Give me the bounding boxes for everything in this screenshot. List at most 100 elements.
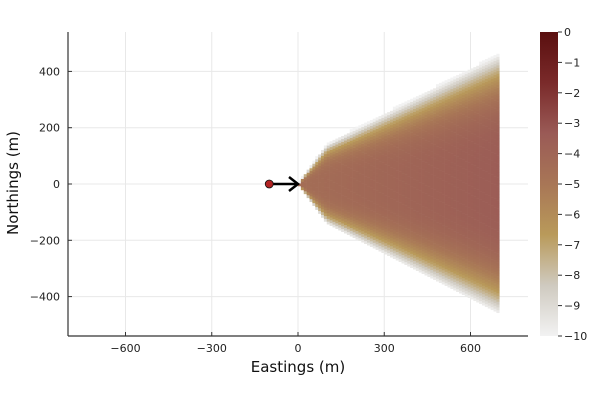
heatmap-cell: [447, 132, 451, 136]
heatmap-cell: [349, 224, 353, 229]
heatmap-cell: [424, 249, 428, 253]
heatmap-cell: [473, 117, 477, 121]
heatmap-cell: [464, 273, 468, 277]
heatmap-cell: [323, 156, 328, 160]
heatmap-cell: [467, 266, 471, 270]
heatmap-cell: [344, 230, 348, 234]
heatmap-cell: [358, 220, 362, 225]
heatmap-cell: [367, 163, 371, 167]
heatmap-cell: [456, 184, 460, 188]
heatmap-cell: [424, 187, 428, 192]
heatmap-cell: [438, 175, 443, 179]
heatmap-cell: [381, 154, 385, 158]
heatmap-cell: [407, 173, 411, 177]
heatmap-cell: [378, 242, 382, 246]
heatmap-cell: [329, 194, 333, 198]
heatmap-cell: [381, 131, 385, 135]
heatmap-cell: [398, 213, 402, 217]
heatmap-cell: [375, 179, 379, 183]
heatmap-cell: [473, 134, 477, 138]
heatmap-cell: [453, 143, 457, 147]
heatmap-cell: [467, 196, 471, 200]
heatmap-cell: [395, 130, 399, 134]
heatmap-cell: [461, 145, 466, 149]
heatmap-cell: [493, 212, 497, 216]
heatmap-cell: [430, 210, 434, 214]
heatmap-cell: [470, 251, 474, 255]
heatmap-cell: [335, 158, 339, 162]
heatmap-cell: [444, 156, 448, 160]
heatmap-cell: [421, 262, 425, 266]
heatmap-cell: [375, 187, 379, 191]
heatmap-cell: [332, 170, 336, 174]
heatmap-cell: [484, 225, 489, 229]
heatmap-cell: [349, 188, 353, 192]
heatmap-cell: [384, 138, 388, 142]
heatmap-cell: [300, 181, 305, 185]
heatmap-cell: [453, 191, 457, 195]
heatmap-cell: [441, 95, 445, 99]
heatmap-cell: [438, 234, 443, 238]
heatmap-cell: [390, 147, 394, 151]
heatmap-cell: [421, 186, 425, 190]
heatmap-cell: [395, 164, 399, 168]
heatmap-cell: [490, 197, 494, 201]
heatmap-cell: [436, 179, 440, 183]
heatmap-cell: [496, 138, 500, 142]
heatmap-cell: [496, 84, 500, 88]
heatmap-cell: [372, 127, 376, 131]
heatmap-cell: [375, 224, 379, 228]
heatmap-cell: [413, 148, 417, 152]
heatmap-cell: [473, 241, 477, 245]
heatmap-cell: [441, 264, 445, 268]
heatmap-cell: [479, 255, 483, 259]
heatmap-cell: [456, 243, 460, 247]
heatmap-cell: [424, 151, 428, 155]
heatmap-cell: [390, 220, 394, 224]
heatmap-cell: [479, 191, 483, 195]
heatmap-cell: [482, 68, 486, 72]
heatmap-cell: [392, 106, 397, 110]
heatmap-cell: [461, 291, 466, 296]
heatmap-cell: [378, 152, 382, 156]
heatmap-cell: [404, 236, 408, 240]
heatmap-cell: [467, 106, 471, 110]
heatmap-cell: [482, 206, 486, 210]
heatmap-cell: [487, 192, 491, 196]
heatmap-cell: [378, 239, 382, 244]
heatmap-cell: [496, 146, 500, 150]
heatmap-cell: [413, 260, 417, 264]
heatmap-cell: [436, 267, 440, 271]
heatmap-cell: [453, 124, 457, 128]
heatmap-cell: [496, 273, 500, 277]
heatmap-cell: [438, 268, 443, 272]
heatmap-cell: [493, 122, 497, 126]
heatmap-cell: [453, 228, 457, 232]
heatmap-cell: [490, 298, 494, 302]
heatmap-cell: [482, 91, 486, 95]
heatmap-cell: [490, 247, 494, 251]
heatmap-cell: [349, 160, 353, 164]
heatmap-cell: [401, 164, 405, 168]
heatmap-cell: [367, 143, 371, 147]
heatmap-cell: [484, 301, 489, 305]
heatmap-cell: [482, 119, 486, 123]
heatmap-cell: [459, 101, 463, 105]
heatmap-cell: [461, 272, 466, 276]
heatmap-cell: [361, 138, 365, 142]
heatmap-cell: [418, 249, 422, 253]
heatmap-cell: [456, 139, 460, 143]
heatmap-cell: [421, 220, 425, 224]
heatmap-cell: [441, 168, 445, 172]
heatmap-cell: [484, 199, 489, 203]
heatmap-cell: [358, 167, 362, 171]
heatmap-cell: [378, 220, 382, 224]
heatmap-cell: [441, 151, 445, 156]
heatmap-cell: [467, 263, 471, 268]
heatmap-cell: [438, 113, 443, 117]
heatmap-cell: [424, 140, 428, 144]
heatmap-cell: [384, 135, 388, 140]
heatmap-cell: [372, 222, 376, 226]
heatmap-cell: [421, 225, 425, 229]
heatmap-cell: [436, 230, 440, 234]
